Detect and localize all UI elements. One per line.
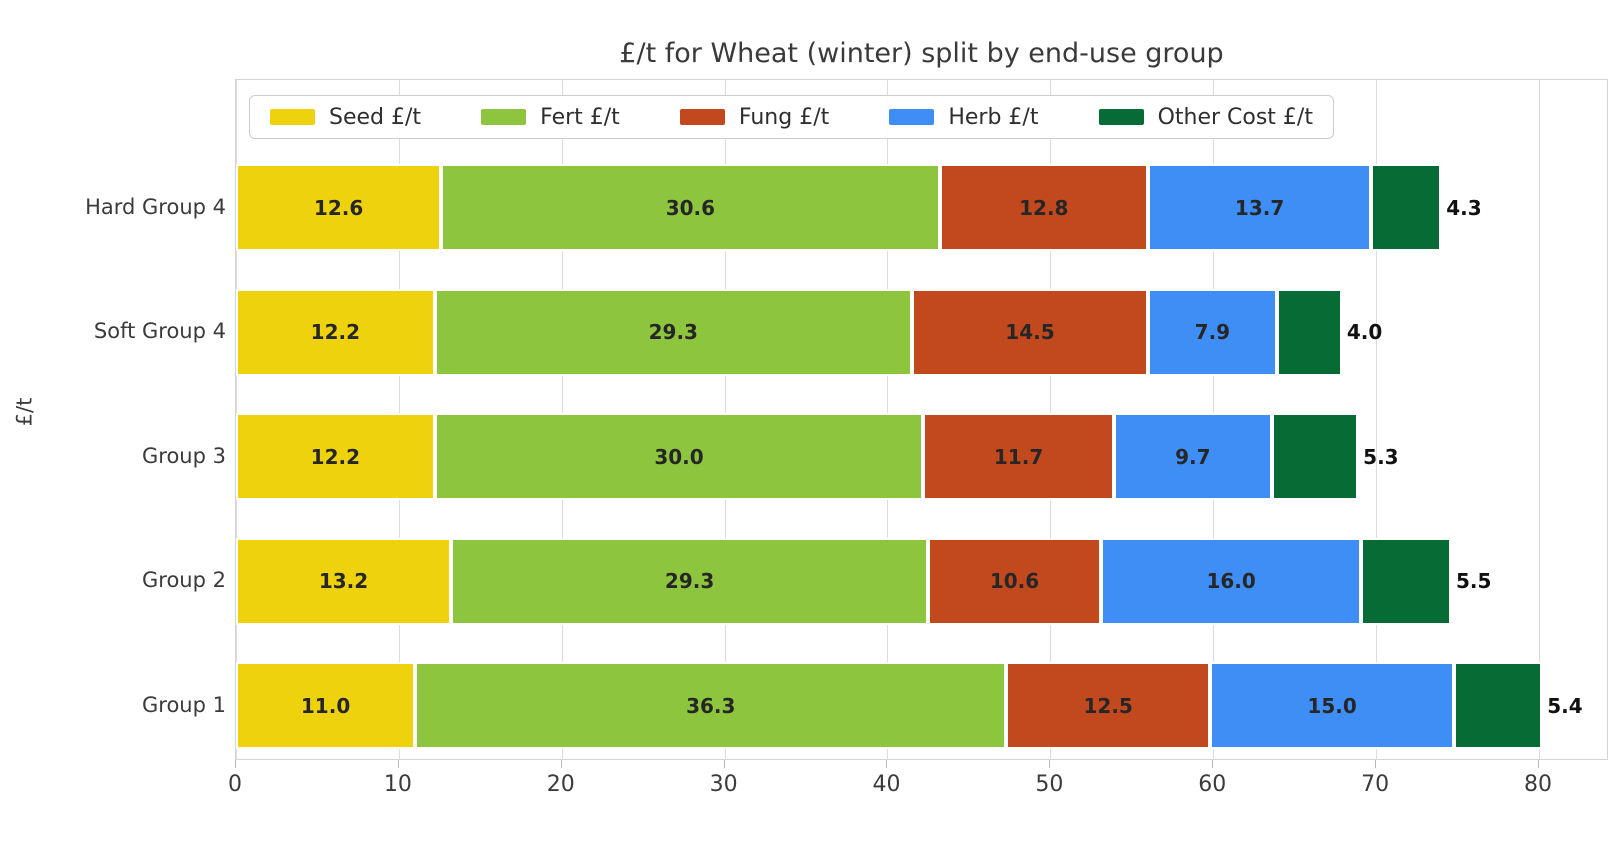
gridline <box>1376 80 1378 759</box>
bar-value-label: 11.0 <box>300 693 351 718</box>
bar-segment-fung: 12.5 <box>1006 662 1210 749</box>
legend: Seed £/t Fert £/t Fung £/t Herb £/t Other Co… <box>249 95 1334 139</box>
y-category-label: Group 3 <box>142 443 226 468</box>
bar-segment-fung: 12.8 <box>939 164 1149 251</box>
bar-value-label: 12.2 <box>310 444 361 469</box>
bar-segment-fung: 14.5 <box>911 288 1149 376</box>
legend-label: Other Cost £/t <box>1157 104 1313 130</box>
bar-segment-herb: 9.7 <box>1113 413 1272 500</box>
bar-value-label: 36.3 <box>686 693 736 718</box>
bar-value-label: 12.5 <box>1083 693 1133 718</box>
bar-segment-herb: 15.0 <box>1209 662 1455 749</box>
legend-label: Herb £/t <box>948 104 1039 130</box>
bar-value-label: 30.0 <box>654 444 704 469</box>
bar-row: 12.2 30.0 11.7 9.7 <box>236 413 1359 500</box>
bar-segment-fert: 29.3 <box>434 288 912 376</box>
bar-segment-herb: 16.0 <box>1100 537 1362 625</box>
x-tick-label: 10 <box>383 772 412 797</box>
legend-label: Seed £/t <box>329 104 422 130</box>
legend-label: Fert £/t <box>540 104 620 130</box>
x-tick-mark <box>397 760 399 768</box>
x-tick-mark <box>560 760 562 768</box>
x-tick-mark <box>1212 760 1214 768</box>
chart-title: £/t for Wheat (winter) split by end-use … <box>619 38 1224 69</box>
x-tick-mark <box>1049 760 1051 768</box>
bar-segment-fert: 30.0 <box>434 413 924 500</box>
x-tick-label: 60 <box>1198 772 1227 797</box>
bar-segment-seed: 12.6 <box>236 164 442 251</box>
bar-segment-other <box>1454 662 1543 749</box>
bar-segment-fert: 29.3 <box>450 537 929 625</box>
bar-value-label: 15.0 <box>1307 693 1357 718</box>
bar-segment-fung: 10.6 <box>928 537 1101 625</box>
bar-value-label: 14.5 <box>1005 320 1055 344</box>
outside-value-label: 5.5 <box>1456 569 1492 593</box>
outside-value-label: 4.0 <box>1346 320 1383 344</box>
x-tick-mark <box>1375 760 1377 768</box>
legend-swatch-icon <box>679 109 725 125</box>
y-category-label: Group 1 <box>142 692 226 717</box>
bar-segment-other <box>1371 164 1442 251</box>
y-category-label: Soft Group 4 <box>93 319 226 343</box>
bar-value-label: 13.2 <box>318 569 369 593</box>
bar-value-label: 13.7 <box>1234 195 1285 220</box>
x-tick-label: 70 <box>1361 772 1390 797</box>
legend-label: Fung £/t <box>738 104 830 130</box>
bar-segment-seed: 12.2 <box>236 288 435 376</box>
outside-value-label: 5.4 <box>1547 693 1583 718</box>
bar-segment-herb: 13.7 <box>1148 164 1372 251</box>
bar-value-label: 9.7 <box>1175 444 1211 469</box>
legend-item: Seed £/t <box>270 105 421 130</box>
bar-segment-seed: 13.2 <box>236 537 451 625</box>
gridline <box>1538 80 1540 759</box>
bar-segment-herb: 7.9 <box>1148 288 1277 376</box>
legend-swatch-icon <box>1098 109 1144 125</box>
bar-value-label: 12.6 <box>313 195 364 220</box>
bar-segment-seed: 11.0 <box>236 662 416 749</box>
legend-swatch-icon <box>889 109 935 125</box>
x-tick-label: 30 <box>709 772 738 797</box>
bar-segment-other <box>1361 537 1451 625</box>
x-tick-mark <box>886 760 888 768</box>
bar-value-label: 12.2 <box>310 320 361 344</box>
legend-item: Other Cost £/t <box>1098 104 1313 130</box>
x-tick-label: 80 <box>1523 772 1552 797</box>
bar-row: 12.2 29.3 14.5 7.9 <box>236 288 1342 376</box>
x-tick-mark <box>723 760 725 768</box>
y-axis-label: £/t <box>12 397 37 427</box>
x-tick-label: 40 <box>872 772 901 797</box>
bar-segment-other <box>1276 288 1342 376</box>
legend-item: Herb £/t <box>889 105 1038 130</box>
outside-value-label: 5.3 <box>1363 444 1399 469</box>
outside-value-label: 4.3 <box>1446 195 1482 220</box>
bar-value-label: 16.0 <box>1206 569 1256 593</box>
x-tick-mark <box>1537 760 1539 768</box>
bar-segment-fert: 30.6 <box>441 164 940 251</box>
bar-value-label: 10.6 <box>989 569 1040 593</box>
legend-swatch-icon <box>270 109 315 125</box>
legend-swatch-icon <box>481 109 527 125</box>
bar-segment-other <box>1271 413 1359 500</box>
y-category-label: Group 2 <box>142 568 226 592</box>
x-tick-label: 0 <box>228 772 242 797</box>
bar-value-label: 29.3 <box>648 320 698 344</box>
y-category-label: Hard Group 4 <box>85 194 226 219</box>
plot-area: 12.6 30.6 12.8 13.7 4.3 12.2 29.3 14.5 7.9 4.0 12.… <box>235 79 1608 760</box>
bar-segment-fert: 36.3 <box>415 662 1007 749</box>
bar-value-label: 7.9 <box>1194 320 1231 344</box>
x-tick-label: 50 <box>1035 772 1064 797</box>
bar-value-label: 29.3 <box>664 569 715 593</box>
x-tick-mark <box>235 760 236 768</box>
bar-segment-seed: 12.2 <box>236 413 435 500</box>
bar-segment-fung: 11.7 <box>923 413 1114 500</box>
bar-row: 11.0 36.3 12.5 15.0 <box>236 662 1543 749</box>
x-tick-label: 20 <box>546 772 575 797</box>
legend-item: Fert £/t <box>481 105 620 130</box>
bar-value-label: 11.7 <box>993 444 1044 469</box>
bar-value-label: 12.8 <box>1019 195 1069 220</box>
legend-item: Fung £/t <box>679 104 830 130</box>
bar-value-label: 30.6 <box>665 195 716 220</box>
bar-row: 12.6 30.6 12.8 13.7 <box>236 164 1442 251</box>
bar-row: 13.2 29.3 10.6 16.0 <box>236 537 1451 625</box>
